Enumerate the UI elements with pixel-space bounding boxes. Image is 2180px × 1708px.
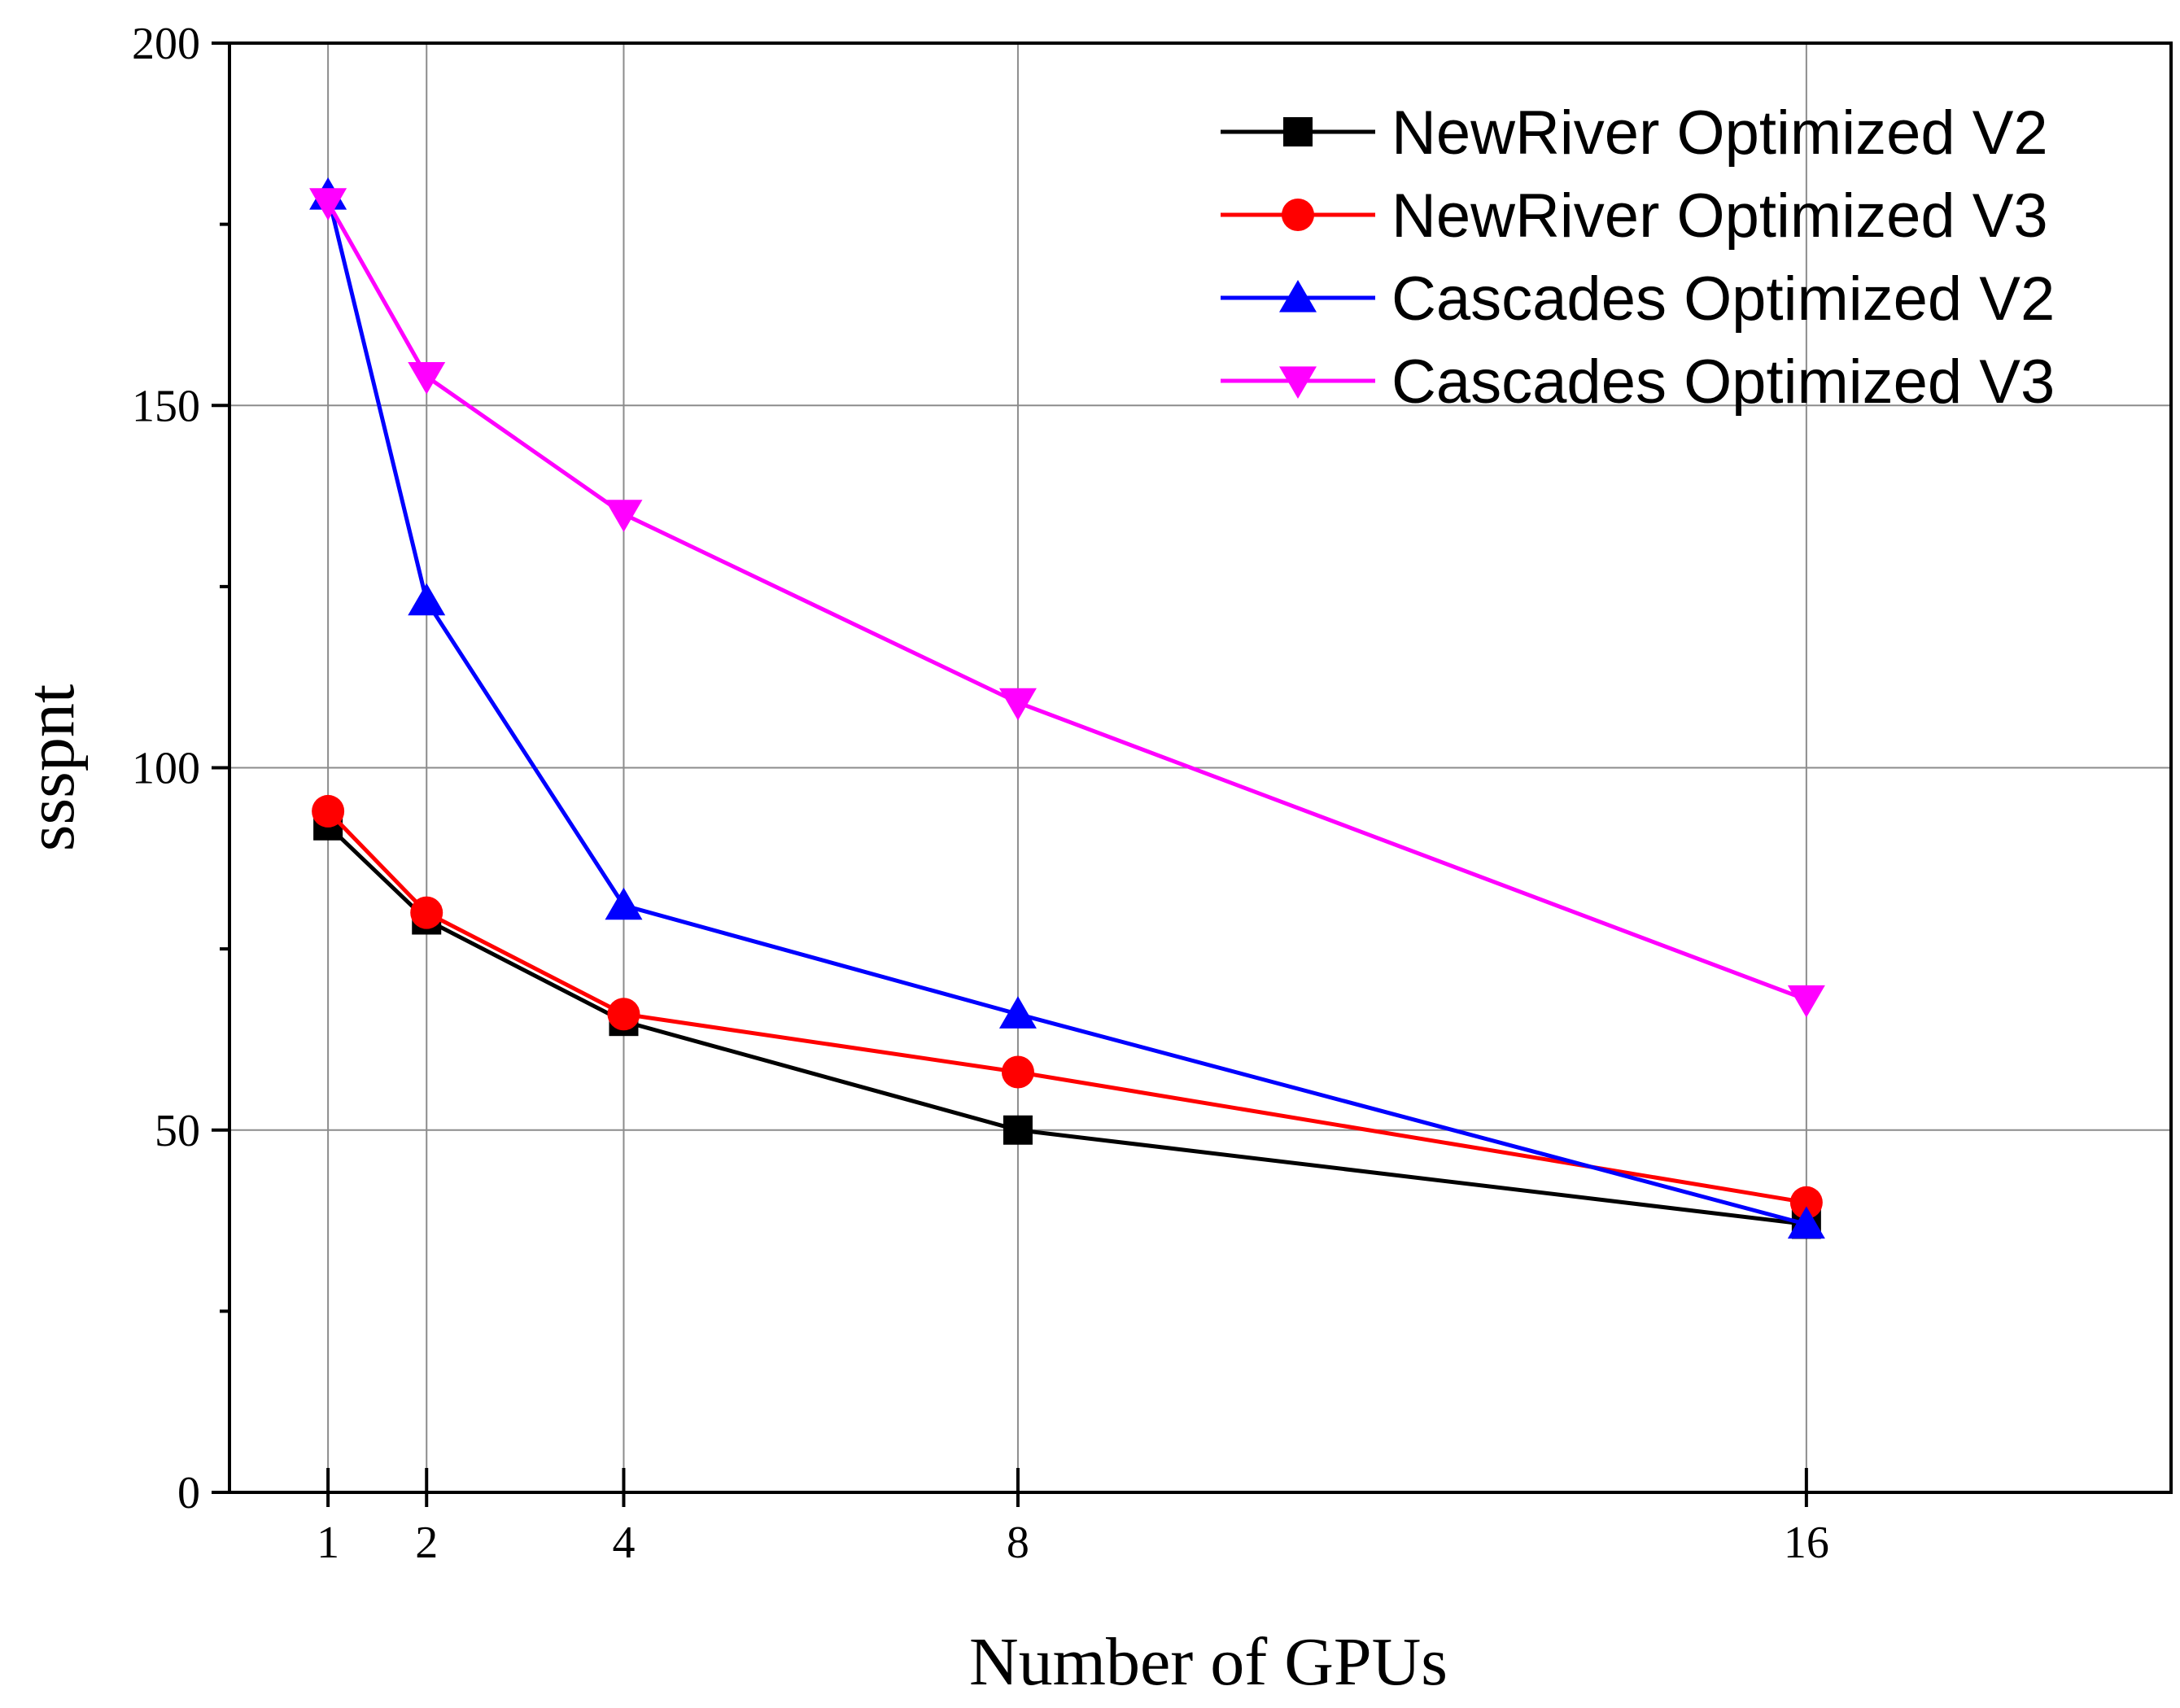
data-point xyxy=(1003,1115,1033,1145)
legend-label: Cascades Optimized V3 xyxy=(1391,347,2055,417)
data-point xyxy=(605,500,643,532)
data-point xyxy=(408,583,446,616)
grid-lines xyxy=(229,43,2171,1492)
data-point xyxy=(408,362,446,395)
y-tick-label: 50 xyxy=(155,1106,200,1156)
series-newriver-optimized-v2 xyxy=(313,810,1821,1239)
x-axis-title: Number of GPUs xyxy=(969,1624,1448,1700)
data-point xyxy=(410,896,443,929)
y-axis-title: ssspnt xyxy=(13,684,89,851)
data-point xyxy=(1789,1186,1823,1219)
y-tick-label: 200 xyxy=(132,19,200,69)
x-tick-label: 4 xyxy=(612,1518,635,1568)
data-point xyxy=(998,688,1037,721)
axis-ticks: 1 2 4 8 16 0 50 100 150 200 xyxy=(132,19,1829,1568)
data-point xyxy=(998,996,1037,1029)
legend-item: NewRiver Optimized V3 xyxy=(1221,181,2048,251)
legend-label: NewRiver Optimized V2 xyxy=(1391,98,2048,168)
legend-marker xyxy=(1279,366,1317,399)
legend: NewRiver Optimized V2 NewRiver Optimized … xyxy=(1221,98,2055,417)
data-point xyxy=(1787,985,1825,1018)
y-tick-label: 100 xyxy=(132,744,200,794)
legend-marker xyxy=(1283,117,1313,146)
x-tick-label: 1 xyxy=(317,1518,339,1568)
x-tick-label: 2 xyxy=(415,1518,438,1568)
legend-marker xyxy=(1282,199,1314,231)
series-cascades-optimized-v3 xyxy=(309,188,1825,1018)
series-layer xyxy=(309,177,1825,1239)
series-line xyxy=(326,810,1807,1205)
data-point xyxy=(1787,1206,1825,1239)
data-point xyxy=(605,887,643,920)
series-newriver-optimized-v3 xyxy=(312,794,1823,1219)
y-tick-label: 0 xyxy=(177,1468,200,1518)
legend-item: Cascades Optimized V2 xyxy=(1221,264,2055,334)
legend-label: Cascades Optimized V2 xyxy=(1391,264,2055,334)
data-point xyxy=(1001,1055,1034,1089)
data-point xyxy=(312,794,345,828)
legend-marker xyxy=(1279,280,1317,312)
y-tick-label: 150 xyxy=(132,381,200,431)
legend-item: NewRiver Optimized V2 xyxy=(1221,98,2048,168)
x-tick-label: 8 xyxy=(1007,1518,1029,1568)
data-point xyxy=(309,188,347,221)
data-point xyxy=(607,998,640,1031)
legend-item: Cascades Optimized V3 xyxy=(1221,347,2055,417)
x-tick-label: 16 xyxy=(1784,1518,1829,1568)
legend-label: NewRiver Optimized V3 xyxy=(1391,181,2048,251)
